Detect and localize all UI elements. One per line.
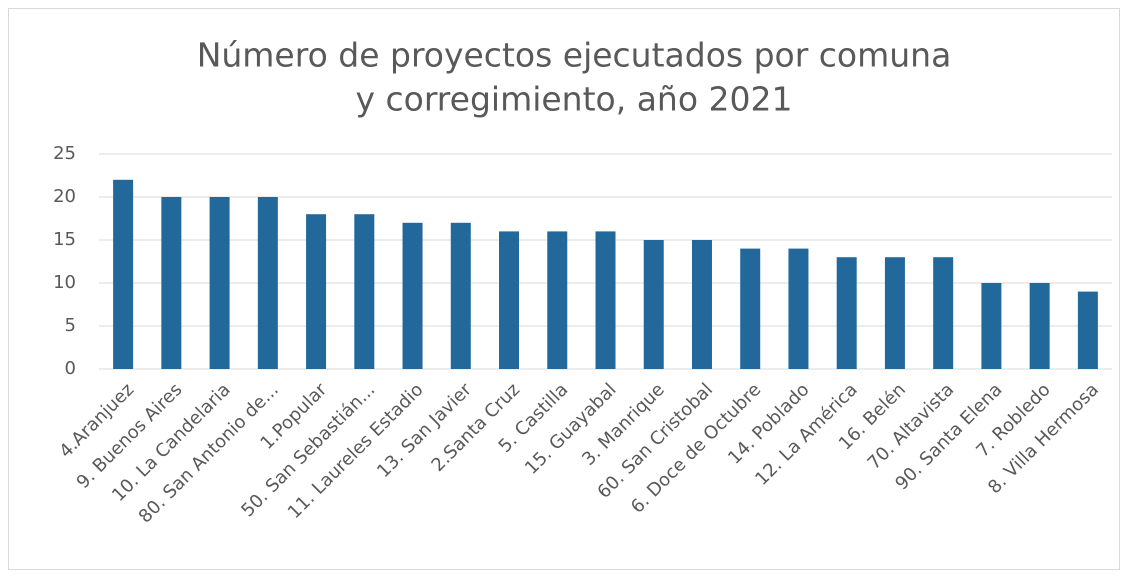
y-tick-label: 15: [53, 229, 76, 250]
bar: [499, 231, 520, 369]
bar: [1077, 291, 1098, 369]
bar: [306, 214, 327, 369]
bar: [884, 257, 905, 369]
bar: [113, 179, 134, 369]
bar: [643, 240, 664, 369]
bar: [354, 214, 375, 369]
bar: [933, 257, 954, 369]
chart-title: y corregimiento, año 2021: [355, 80, 792, 119]
bar: [740, 248, 761, 369]
bar: [209, 197, 230, 369]
bar: [547, 231, 568, 369]
bar: [402, 222, 423, 369]
y-tick-label: 20: [53, 186, 76, 207]
chart-title: Número de proyectos ejecutados por comun…: [197, 36, 952, 75]
bar: [161, 197, 182, 369]
y-tick-label: 5: [65, 315, 76, 336]
bar: [450, 222, 471, 369]
bar: [257, 197, 278, 369]
bar: [788, 248, 809, 369]
y-tick-label: 10: [53, 272, 76, 293]
y-tick-label: 25: [53, 143, 76, 164]
bar: [836, 257, 857, 369]
bar: [1029, 283, 1050, 369]
y-tick-label: 0: [65, 358, 76, 379]
bar: [981, 283, 1002, 369]
bar: [595, 231, 616, 369]
bar: [691, 240, 712, 369]
